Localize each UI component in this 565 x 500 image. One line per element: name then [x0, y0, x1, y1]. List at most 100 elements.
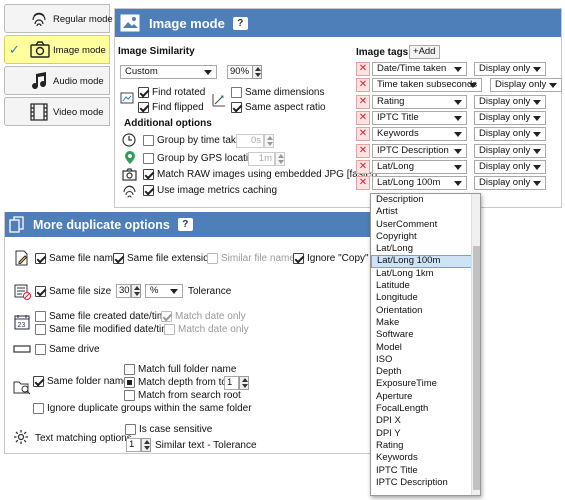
remove-tag-button[interactable]: ✕	[356, 110, 370, 125]
dropdown-option[interactable]: Make	[376, 316, 400, 328]
dropdown-option[interactable]: Lat/Long 100m	[371, 255, 480, 268]
dropdown-option[interactable]: DPI Y	[376, 427, 401, 439]
modified-match-date-checkbox[interactable]	[164, 324, 175, 335]
remove-tag-button[interactable]: ✕	[356, 62, 370, 76]
dropdown-option[interactable]: Copyright	[376, 230, 417, 242]
dropdown-option[interactable]: IPTC Description	[376, 476, 448, 488]
same-file-name-checkbox[interactable]	[35, 253, 46, 264]
similar-text-spinner[interactable]	[141, 438, 151, 452]
remove-tag-button[interactable]: ✕	[356, 127, 370, 142]
tag-select[interactable]: Lat/Long	[372, 159, 467, 174]
dropdown-option[interactable]: Rating	[376, 439, 404, 451]
tag-select[interactable]: IPTC Description	[372, 143, 467, 158]
similar-file-names-checkbox[interactable]	[207, 253, 218, 264]
dropdown-option[interactable]: Latitude	[376, 280, 410, 292]
tag-mode-select[interactable]: Display only	[474, 94, 546, 109]
dropdown-option[interactable]: Lat/Long	[376, 243, 413, 255]
tab-regular-mode[interactable]: Regular mode	[4, 4, 113, 33]
image-mode-panel	[114, 8, 562, 208]
tag-select[interactable]: Rating	[372, 94, 467, 109]
same-modified-checkbox[interactable]	[35, 324, 46, 335]
dropdown-option[interactable]: Model	[376, 341, 402, 353]
similarity-preset-select[interactable]: Custom	[120, 65, 217, 79]
tab-video-mode[interactable]: Video mode	[4, 97, 110, 126]
add-tag-button[interactable]: +Add	[409, 45, 440, 59]
remove-tag-button[interactable]: ✕	[356, 143, 370, 158]
ignore-copy-checkbox[interactable]	[293, 253, 304, 264]
dropdown-option[interactable]: Lat/Long 1km	[376, 267, 434, 279]
tab-audio-mode[interactable]: Audio mode	[4, 66, 110, 95]
match-search-root-radio[interactable]	[124, 390, 135, 401]
similarity-percent-spinner[interactable]	[252, 65, 262, 79]
match-depth-input[interactable]: 1	[224, 376, 239, 390]
folder-search-icon	[13, 379, 31, 398]
dropdown-option[interactable]: Software	[376, 329, 414, 341]
dropdown-option[interactable]: FocalLength	[376, 403, 429, 415]
match-full-folder-radio[interactable]	[124, 364, 135, 375]
tag-select[interactable]: Keywords	[372, 127, 467, 142]
match-depth-spinner[interactable]	[239, 376, 249, 390]
dropdown-scrollbar[interactable]	[471, 194, 480, 495]
group-by-gps-checkbox[interactable]	[143, 153, 154, 164]
tag-mode-select[interactable]: Display only	[474, 110, 546, 125]
group-by-time-checkbox[interactable]	[143, 135, 154, 146]
remove-tag-button[interactable]: ✕	[356, 159, 370, 174]
tag-mode-select[interactable]: Display only	[474, 176, 546, 191]
remove-tag-button[interactable]: ✕	[356, 176, 370, 191]
dropdown-option[interactable]: Artist	[376, 206, 398, 218]
tag-select[interactable]: IPTC Title	[372, 110, 467, 125]
size-tolerance-input[interactable]: 30	[116, 284, 131, 298]
dropdown-option[interactable]: ISO	[376, 353, 393, 365]
match-raw-checkbox[interactable]	[143, 169, 154, 180]
dropdown-option[interactable]: DPI X	[376, 415, 401, 427]
same-created-checkbox[interactable]	[35, 311, 46, 322]
dropdown-option[interactable]: Longitude	[376, 292, 418, 304]
dropdown-option[interactable]: Keywords	[376, 452, 418, 464]
tag-mode-select[interactable]: Display only	[474, 62, 546, 76]
match-depth-radio[interactable]	[124, 377, 135, 388]
case-sensitive-checkbox[interactable]	[125, 424, 136, 435]
dropdown-option[interactable]: Aperture	[376, 390, 413, 402]
dropdown-option[interactable]: IPTC Title	[376, 464, 418, 476]
tab-image-mode[interactable]: ✓ Image mode	[4, 35, 110, 64]
find-rotated-checkbox[interactable]	[138, 87, 149, 98]
dropdown-option[interactable]: ExposureTime	[376, 378, 437, 390]
similarity-percent-input[interactable]: 90%	[227, 65, 253, 79]
tag-select[interactable]: Lat/Long 100m	[372, 176, 467, 191]
tag-select[interactable]: Time taken subseconds	[372, 78, 482, 93]
same-file-extension-checkbox[interactable]	[113, 253, 124, 264]
created-match-date-checkbox[interactable]	[161, 311, 172, 322]
same-aspect-ratio-checkbox[interactable]	[231, 102, 242, 113]
same-file-size-label: Same file size	[49, 286, 112, 297]
dropdown-option[interactable]: Description	[376, 194, 424, 205]
match-depth-label: Match depth from top	[138, 377, 233, 388]
tag-select[interactable]: Date/Time taken	[372, 62, 467, 76]
tag-mode-select[interactable]: Display only	[474, 143, 546, 158]
same-folder-name-checkbox[interactable]	[33, 376, 44, 387]
size-tolerance-spinner[interactable]	[131, 284, 141, 298]
dropdown-option[interactable]: UserComment	[376, 218, 438, 230]
dropdown-option[interactable]: Orientation	[376, 304, 423, 316]
help-button[interactable]: ?	[232, 16, 248, 30]
find-flipped-checkbox[interactable]	[138, 102, 149, 113]
size-unit-select[interactable]: %	[145, 284, 183, 298]
similar-text-input[interactable]: 1	[126, 438, 141, 452]
help-button[interactable]: ?	[177, 218, 193, 231]
group-time-spinner[interactable]	[264, 134, 274, 148]
remove-tag-button[interactable]: ✕	[356, 94, 370, 109]
same-dimensions-checkbox[interactable]	[231, 87, 242, 98]
dropdown-option[interactable]: Depth	[376, 366, 402, 378]
metrics-caching-checkbox[interactable]	[143, 185, 154, 196]
group-gps-spinner[interactable]	[275, 152, 285, 166]
remove-tag-button[interactable]: ✕	[356, 78, 370, 93]
tag-mode-select[interactable]: Display only	[474, 159, 546, 174]
same-drive-checkbox[interactable]	[35, 344, 46, 355]
group-time-input[interactable]: 0s	[236, 134, 264, 148]
tag-mode-select[interactable]: Display only	[490, 78, 562, 93]
tag-mode-select[interactable]: Display only	[474, 127, 546, 142]
scrollbar-thumb[interactable]	[473, 246, 480, 490]
ignore-same-folder-checkbox[interactable]	[33, 403, 44, 414]
tag-dropdown-list[interactable]: Description Artist UserComment Copyright Lat…	[370, 193, 481, 496]
same-file-size-checkbox[interactable]	[35, 286, 46, 297]
group-gps-input[interactable]: 1m	[248, 152, 275, 166]
